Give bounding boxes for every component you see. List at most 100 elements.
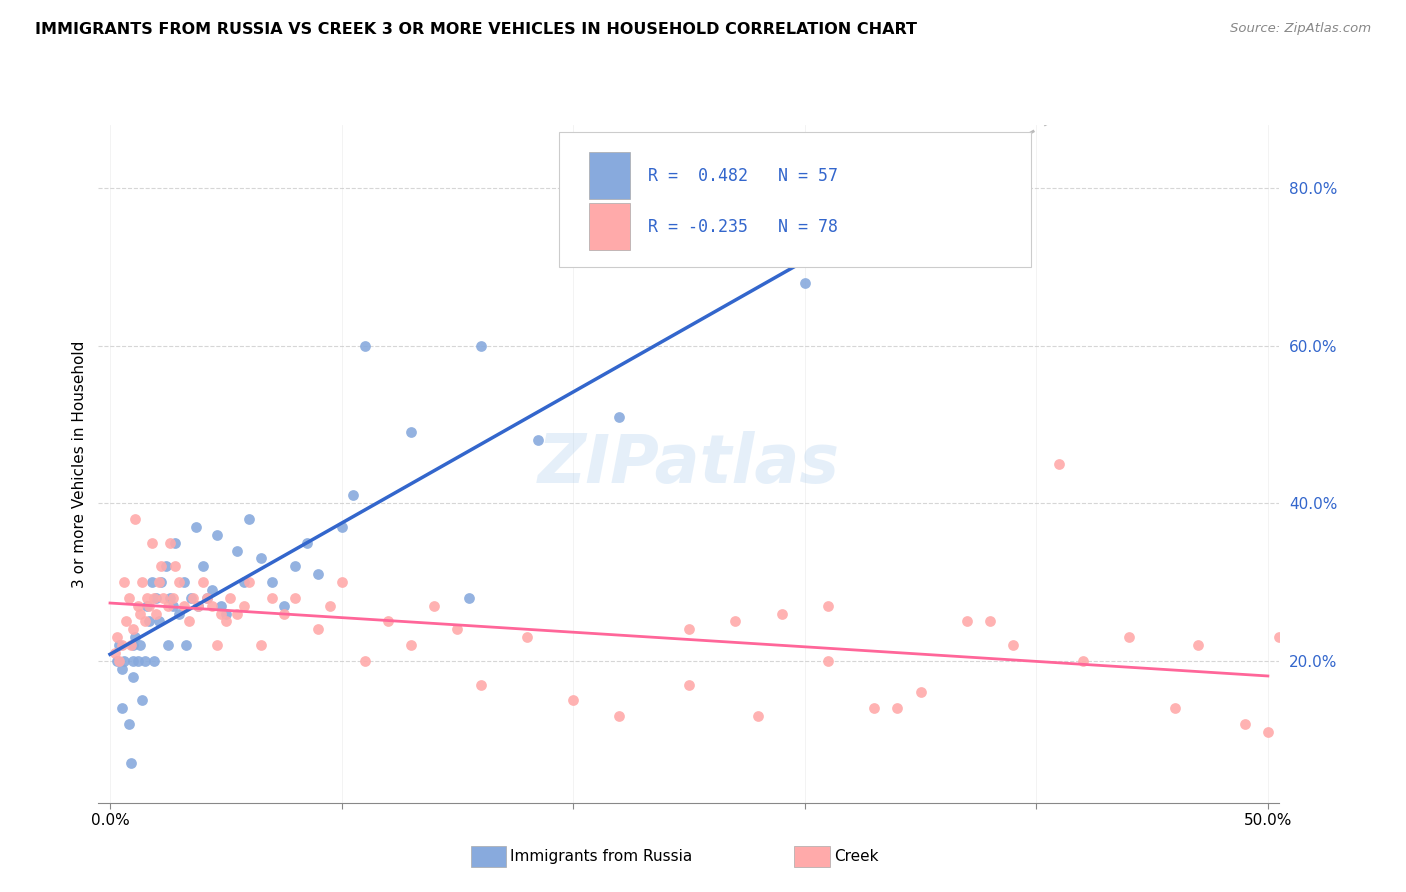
Point (562, 693, 585, 707)
Point (176, 638, 198, 652)
Point (191, 559, 214, 574)
Point (399, 638, 422, 652)
Point (195, 591, 218, 605)
Point (148, 575, 170, 590)
Point (143, 591, 166, 605)
Point (177, 615, 200, 629)
Point (122, 638, 145, 652)
Point (105, 654, 128, 668)
Point (205, 638, 228, 652)
Point (1268, 630, 1291, 644)
Point (1257, 724, 1279, 739)
Point (136, 599, 159, 613)
Text: Creek: Creek (834, 849, 879, 863)
Point (609, 709, 631, 723)
Point (115, 615, 138, 629)
Point (104, 646, 127, 660)
Y-axis label: 3 or more Vehicles in Household: 3 or more Vehicles in Household (72, 340, 87, 588)
Point (127, 599, 149, 613)
Point (187, 599, 209, 613)
Point (423, 599, 446, 613)
Point (120, 756, 142, 771)
Point (215, 607, 238, 621)
Text: R = -0.235   N = 78: R = -0.235 N = 78 (648, 218, 838, 235)
Point (516, 630, 538, 644)
Point (273, 599, 295, 613)
Point (110, 701, 132, 715)
Point (145, 607, 167, 621)
Point (201, 582, 224, 597)
Point (238, 512, 260, 526)
Point (169, 607, 191, 621)
Point (152, 591, 174, 605)
Point (127, 654, 149, 668)
Point (117, 717, 139, 731)
Point (159, 535, 181, 549)
Point (342, 488, 364, 502)
Point (141, 535, 163, 549)
Point (134, 615, 156, 629)
Point (163, 559, 186, 574)
Point (159, 591, 181, 605)
Point (295, 535, 318, 549)
Point (770, 607, 793, 621)
Point (377, 615, 399, 629)
Point (108, 654, 131, 668)
Text: IMMIGRANTS FROM RUSSIA VS CREEK 3 OR MORE VEHICLES IN HOUSEHOLD CORRELATION CHAR: IMMIGRANTS FROM RUSSIA VS CREEK 3 OR MOR… (35, 22, 917, 37)
Point (138, 599, 160, 613)
Point (330, 575, 353, 590)
Point (1049, 457, 1071, 471)
Point (609, 409, 631, 424)
Point (169, 575, 191, 590)
Point (110, 662, 132, 676)
Point (162, 599, 184, 613)
Point (136, 591, 159, 605)
Point (249, 638, 271, 652)
Point (233, 575, 256, 590)
Point (470, 677, 492, 691)
Point (233, 599, 256, 613)
Point (112, 654, 135, 668)
Point (527, 433, 550, 447)
Point (124, 630, 146, 644)
Point (284, 559, 307, 574)
Point (817, 599, 839, 613)
Point (1233, 717, 1256, 731)
Point (184, 520, 207, 534)
Point (117, 591, 139, 605)
Point (446, 623, 468, 637)
Point (863, 701, 886, 715)
Bar (589, 202, 630, 251)
Point (163, 535, 186, 549)
Point (262, 575, 284, 590)
Point (1164, 701, 1187, 715)
Point (112, 575, 135, 590)
Point (330, 520, 353, 534)
Point (215, 615, 238, 629)
Point (108, 638, 131, 652)
Point (1002, 638, 1025, 652)
Point (1118, 630, 1140, 644)
Point (238, 575, 260, 590)
Point (122, 623, 145, 637)
Point (120, 638, 142, 652)
Point (956, 615, 979, 629)
Point (131, 575, 153, 590)
Point (209, 599, 232, 613)
Point (219, 591, 242, 605)
Point (156, 599, 179, 613)
Point (134, 654, 156, 668)
Point (307, 623, 329, 637)
Point (138, 615, 160, 629)
Point (284, 591, 307, 605)
Point (155, 559, 177, 574)
Point (205, 528, 228, 542)
Point (353, 654, 375, 668)
Text: Source: ZipAtlas.com: Source: ZipAtlas.com (1230, 22, 1371, 36)
Point (149, 559, 172, 574)
Point (678, 623, 700, 637)
Point (209, 607, 232, 621)
Point (143, 654, 166, 668)
Point (793, 276, 815, 290)
Point (678, 677, 700, 691)
